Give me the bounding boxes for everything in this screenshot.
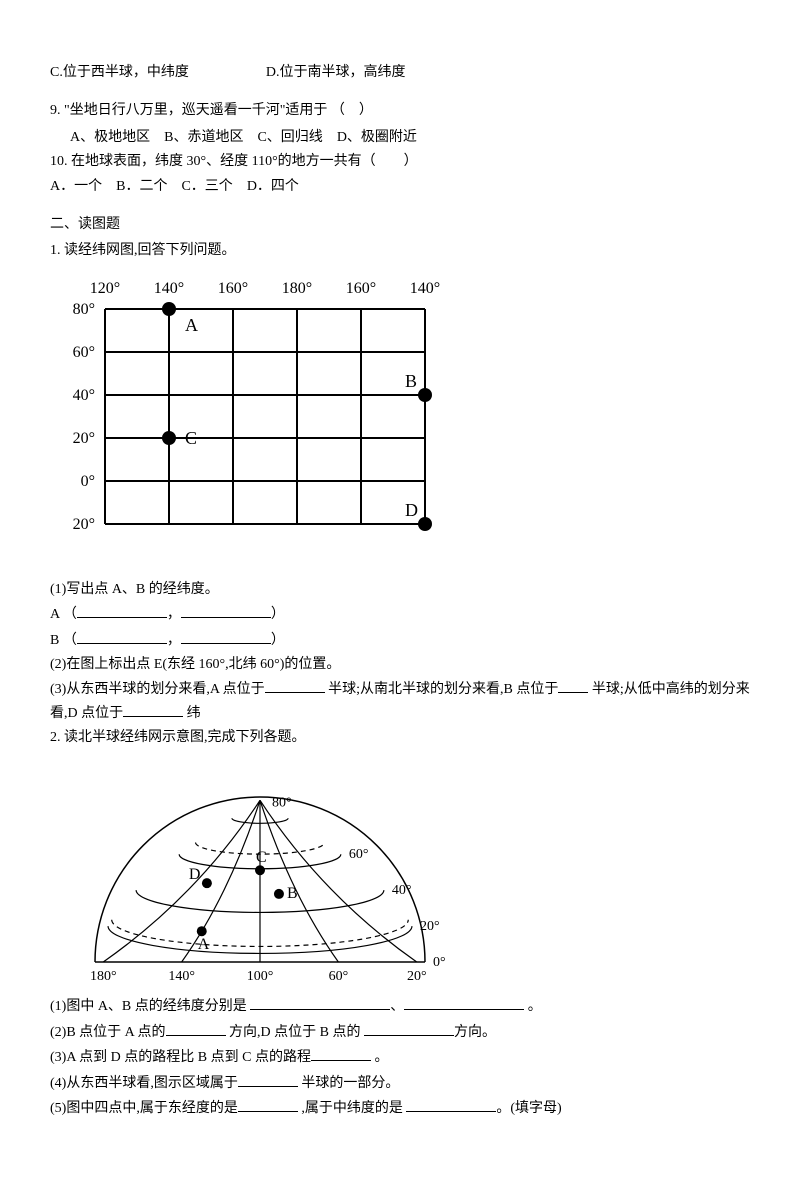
q10-a: A．一个 — [50, 179, 102, 194]
opt-c: C.位于西半球，中纬度 — [50, 65, 189, 80]
g1-p1a: A （ ， ） — [50, 603, 750, 626]
g1-p3a: (3)从东西半球的划分来看,A 点位于 — [50, 682, 265, 697]
g1-p1a-prefix: A （ — [50, 607, 77, 622]
g2-p1a: (1)图中 A、B 点的经纬度分别是 — [50, 999, 250, 1014]
g2-p3b: 。 — [371, 1050, 389, 1065]
svg-text:140°: 140° — [168, 969, 195, 984]
q10-c: C．三个 — [181, 179, 232, 194]
q9-options: A、极地地区 B、赤道地区 C、回归线 D、极圈附近 — [50, 127, 750, 149]
g2-p2a: (2)B 点位于 A 点的 — [50, 1025, 166, 1040]
g2-p1b: 、 — [390, 999, 404, 1014]
svg-text:B: B — [287, 885, 298, 902]
svg-text:60°: 60° — [349, 848, 369, 863]
g2-p1c: 。 — [524, 999, 542, 1014]
svg-text:160°: 160° — [346, 280, 376, 297]
svg-text:20°: 20° — [73, 430, 95, 447]
svg-text:40°: 40° — [392, 884, 412, 899]
g2-p5c: 。(填字母) — [496, 1101, 561, 1116]
g2-p5b: ,属于中纬度的是 — [298, 1101, 407, 1116]
svg-text:40°: 40° — [73, 387, 95, 404]
q10-d: D．四个 — [247, 179, 299, 194]
g1-stem: 1. 读经纬网图,回答下列问题。 — [50, 240, 750, 262]
svg-text:20°: 20° — [407, 969, 427, 984]
q-options-cd: C.位于西半球，中纬度 D.位于南半球，高纬度 — [50, 62, 750, 84]
svg-text:80°: 80° — [272, 796, 292, 811]
g2-p1: (1)图中 A、B 点的经纬度分别是 、 。 — [50, 995, 750, 1018]
q9-stem: 9. "坐地日行八万里，巡天遥看一千河"适用于 （ ） — [50, 100, 750, 122]
q9-b: B、赤道地区 — [164, 130, 243, 145]
g2-p5a: (5)图中四点中,属于东经度的是 — [50, 1101, 238, 1116]
svg-text:C: C — [185, 428, 197, 448]
hemisphere-chart: 180° 140° 100° 60° 20° 80° 60° 40° 20° 0° A B C D — [50, 757, 500, 987]
g2-p3: (3)A 点到 D 点的路程比 B 点到 C 点的路程 。 — [50, 1046, 750, 1069]
svg-text:160°: 160° — [218, 280, 248, 297]
svg-text:A: A — [185, 315, 198, 335]
svg-text:180°: 180° — [282, 280, 312, 297]
g1-p1b: B （ ， ） — [50, 629, 750, 652]
g1-p1a-suffix: ） — [271, 607, 285, 622]
q9-a: A、极地地区 — [70, 130, 150, 145]
svg-text:C: C — [256, 850, 267, 867]
opt-d: D.位于南半球，高纬度 — [266, 65, 406, 80]
g1-p2: (2)在图上标出点 E(东经 160°,北纬 60°)的位置。 — [50, 654, 750, 676]
g2-p5: (5)图中四点中,属于东经度的是 ,属于中纬度的是 。(填字母) — [50, 1097, 750, 1120]
svg-text:60°: 60° — [73, 344, 95, 361]
q10-stem: 10. 在地球表面，纬度 30°、经度 110°的地方一共有（ ） — [50, 151, 750, 173]
g2-p3a: (3)A 点到 D 点的路程比 B 点到 C 点的路程 — [50, 1050, 311, 1065]
g1-p3d: 纬 — [183, 706, 201, 721]
svg-text:80°: 80° — [73, 301, 95, 318]
g2-p2c: 方向。 — [454, 1025, 496, 1040]
g1-p3: (3)从东西半球的划分来看,A 点位于 半球;从南北半球的划分来看,B 点位于 … — [50, 678, 750, 725]
g1-p1b-prefix: B （ — [50, 633, 77, 648]
section2-title: 二、读图题 — [50, 214, 750, 236]
svg-text:0°: 0° — [433, 955, 446, 970]
g2-stem: 2. 读北半球经纬网示意图,完成下列各题。 — [50, 727, 750, 749]
q9-c: C、回归线 — [257, 130, 322, 145]
svg-text:60°: 60° — [329, 969, 349, 984]
g2-p4a: (4)从东西半球看,图示区域属于 — [50, 1076, 238, 1091]
q10-b: B．二个 — [116, 179, 167, 194]
q9-d: D、极圈附近 — [337, 130, 417, 145]
svg-text:100°: 100° — [247, 969, 274, 984]
svg-text:D: D — [189, 867, 201, 884]
grid-chart: 120° 140° 160° 180° 160° 140° 80° 60° 40° 20° 0° 20… — [50, 271, 480, 571]
g1-p3b: 半球;从南北半球的划分来看,B 点位于 — [325, 682, 559, 697]
g2-p2b: 方向,D 点位于 B 点的 — [226, 1025, 364, 1040]
g1-p1a-sep: ， — [167, 607, 181, 622]
q10-options: A．一个 B．二个 C．三个 D．四个 — [50, 176, 750, 198]
g2-p4b: 半球的一部分。 — [298, 1076, 400, 1091]
svg-text:0°: 0° — [81, 473, 95, 490]
svg-text:180°: 180° — [90, 969, 117, 984]
g1-p1b-sep: ， — [167, 633, 181, 648]
g1-p1b-suffix: ） — [271, 633, 285, 648]
g2-p4: (4)从东西半球看,图示区域属于 半球的一部分。 — [50, 1072, 750, 1095]
svg-text:20°: 20° — [420, 920, 440, 935]
g2-p2: (2)B 点位于 A 点的 方向,D 点位于 B 点的 方向。 — [50, 1021, 750, 1044]
svg-text:120°: 120° — [90, 280, 120, 297]
svg-text:140°: 140° — [410, 280, 440, 297]
g1-p1: (1)写出点 A、B 的经纬度。 — [50, 579, 750, 601]
svg-text:20°: 20° — [73, 516, 95, 533]
svg-text:140°: 140° — [154, 280, 184, 297]
svg-text:D: D — [405, 500, 418, 520]
svg-text:B: B — [405, 371, 417, 391]
svg-text:A: A — [198, 937, 210, 954]
